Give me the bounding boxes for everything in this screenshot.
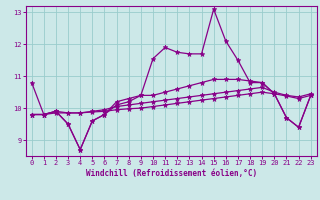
X-axis label: Windchill (Refroidissement éolien,°C): Windchill (Refroidissement éolien,°C)	[86, 169, 257, 178]
